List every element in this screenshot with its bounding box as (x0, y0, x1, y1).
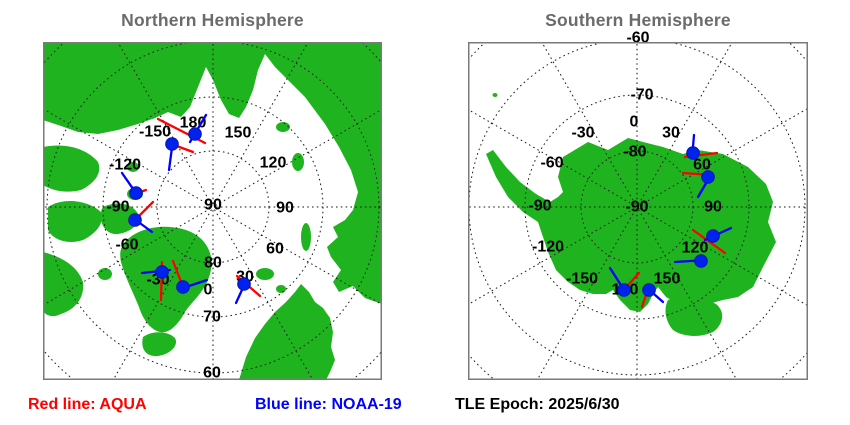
north-land-group (43, 42, 382, 380)
satellite-dot (128, 213, 142, 227)
latitude-label: -70 (630, 87, 653, 104)
south-map-title: Southern Hemisphere (545, 10, 731, 30)
satellite-marker (120, 171, 148, 200)
satellite-marker (640, 283, 665, 309)
satellite-layer (608, 133, 733, 309)
longitude-label: -90 (106, 199, 129, 216)
land-svalbard-2 (276, 285, 286, 293)
satellite-marker (171, 259, 209, 294)
satellite-marker (681, 170, 715, 199)
map-frame (43, 42, 382, 380)
longitude-label: 120 (260, 155, 287, 172)
south-map: 030-3060-6090-90120-120150-150180-90-80-… (468, 30, 808, 380)
map-frame (468, 42, 808, 380)
satellite-dot (129, 186, 143, 200)
longitude-label: 90 (704, 199, 722, 216)
satellite-dot (686, 146, 700, 160)
legend-tle-epoch: TLE Epoch: 2025/6/30 (455, 396, 620, 413)
latitude-label: -90 (625, 199, 648, 216)
longitude-label: 120 (682, 240, 709, 257)
land-severnaya-2 (292, 153, 304, 171)
legend-noaa19: Blue line: NOAA-19 (255, 396, 402, 413)
satellite-dot (176, 280, 190, 294)
aqua-track-vector (691, 228, 727, 255)
land-canada-islands-2 (48, 200, 102, 242)
land-scandinavia (239, 284, 335, 380)
north-map: 180-150 150-120 120-90 90-60 60-30 3009080706… (43, 42, 382, 382)
graticule (468, 42, 808, 380)
satellite-marker (234, 274, 262, 305)
satellite-dot (155, 265, 169, 279)
latitude-circle (468, 42, 806, 376)
satellite-dot (706, 229, 720, 243)
land-iceland (142, 332, 177, 357)
land-canada-mainland (43, 252, 84, 317)
longitude-label: -30 (571, 125, 594, 142)
longitude-label: 0 (204, 282, 213, 299)
satellite-dot (188, 127, 202, 141)
satellite-marker (691, 226, 733, 255)
satellite-marker (140, 260, 172, 302)
land-svalbard-1 (256, 268, 274, 280)
land-island-labrador (98, 268, 112, 280)
longitude-label: -150 (566, 271, 598, 288)
land-eurasia-alaska (43, 42, 382, 304)
satellite-marker (128, 200, 155, 234)
longitude-label: -90 (528, 198, 551, 215)
satellite-marker (156, 113, 208, 145)
satellite-dot (617, 283, 631, 297)
satellite-marker (608, 266, 641, 297)
longitude-label: -60 (115, 237, 138, 254)
satellite-layer (120, 113, 262, 305)
longitude-label: 0 (630, 114, 639, 131)
land-canada-islands-1 (43, 145, 100, 192)
longitude-label: 60 (693, 157, 711, 174)
land-severnaya-1 (276, 122, 290, 132)
longitude-label: 60 (266, 241, 284, 258)
satellite-marker (165, 137, 195, 172)
land-islet (492, 93, 498, 97)
latitude-label: 60 (203, 365, 221, 382)
satellite-dot (642, 283, 656, 297)
land-antarctica-lobe (665, 296, 723, 336)
latitude-label: -80 (623, 144, 646, 161)
latitude-circle (524, 94, 750, 320)
satellite-marker (673, 254, 708, 268)
latitude-circle (46, 42, 380, 374)
land-island-devon (127, 162, 139, 172)
latitude-label: 90 (204, 197, 222, 214)
land-novaya-zemlya (301, 223, 311, 251)
longitude-label: -60 (540, 155, 563, 172)
latitude-label: -60 (626, 30, 649, 47)
longitude-label: 150 (225, 125, 252, 142)
legend-aqua: Red line: AQUA (28, 396, 147, 413)
longitude-label: 30 (662, 125, 680, 142)
latitude-label: 70 (203, 309, 221, 326)
north-map-title: Northern Hemisphere (121, 10, 304, 30)
longitude-label: -120 (109, 157, 141, 174)
land-ellesmere (101, 203, 139, 235)
longitude-label: 90 (276, 200, 294, 217)
longitude-label: -120 (532, 239, 564, 256)
graticule (43, 42, 382, 380)
satellite-marker (683, 133, 719, 160)
longitude-label: 150 (654, 271, 681, 288)
latitude-label: 80 (204, 255, 222, 272)
land-greenland (120, 226, 212, 333)
longitude-label: -150 (139, 124, 171, 141)
satellite-dot (701, 170, 715, 184)
satellite-dot (694, 254, 708, 268)
satellite-dot (237, 277, 251, 291)
satellite-dot (165, 137, 179, 151)
